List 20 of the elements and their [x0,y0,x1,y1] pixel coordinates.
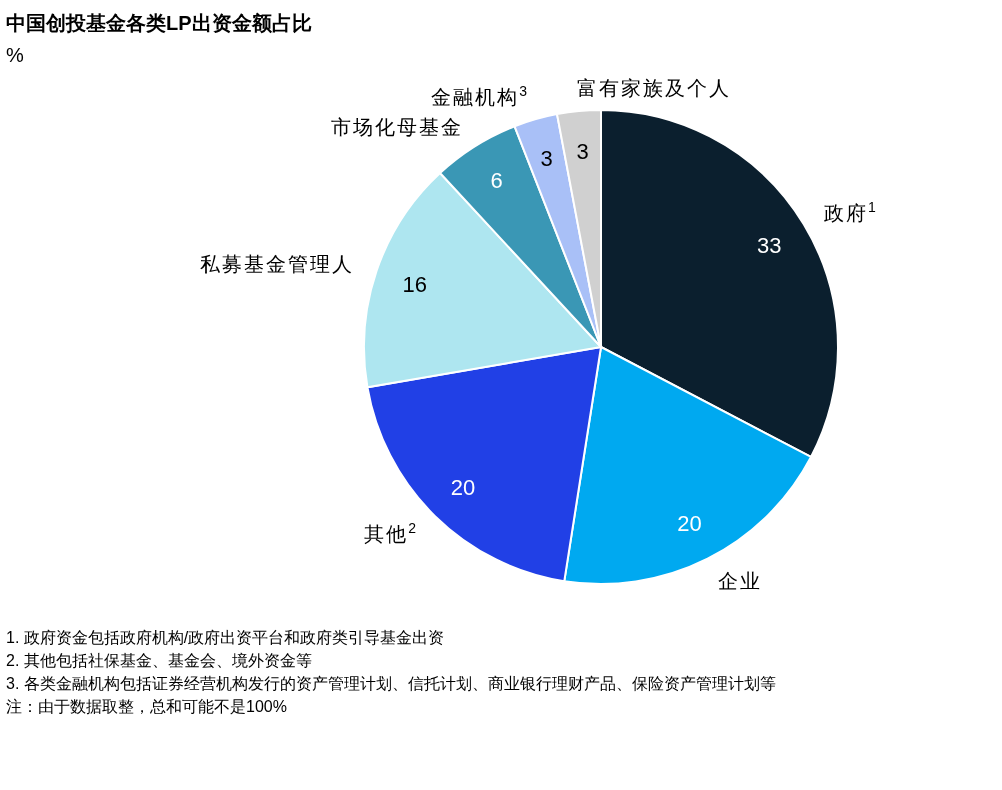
text: 2. 其他包括社保基金、基金会、境外资金等 [6,652,312,669]
text: 注：由于数据取整，总和可能不是100% [6,698,287,715]
text: 1. 政府资金包括政府机构/政府出资平台和政府类引导基金出资 [6,629,445,646]
slice-label: 私募基金管理人 [200,253,355,276]
text: 3. 各类金融机构包括证券经营机构发行的资产管理计划、信托计划、商业银行理财产品、保险资产管理计划等 [6,675,776,692]
slice-label: 富有家族及个人 [576,77,731,100]
text: % [6,44,24,66]
data-label: 20 [450,475,476,501]
slice-label: 市场化母基金 [330,116,463,139]
data-label: 20 [677,510,702,536]
data-label: 3 [540,145,553,171]
slice-label: 金融机构$^{3}$ [431,83,529,109]
chart-title: 中国创投基金各类LP出资金额占比 [6,12,312,34]
slice-label: 政府$^{1}$ [824,199,878,224]
data-label: 16 [402,271,427,297]
slice-label: 企业 [718,569,763,592]
data-label: 6 [490,168,503,194]
data-label: 33 [757,233,782,259]
slice-label: 其他$^{2}$ [364,519,419,545]
data-label: 3 [576,139,589,165]
